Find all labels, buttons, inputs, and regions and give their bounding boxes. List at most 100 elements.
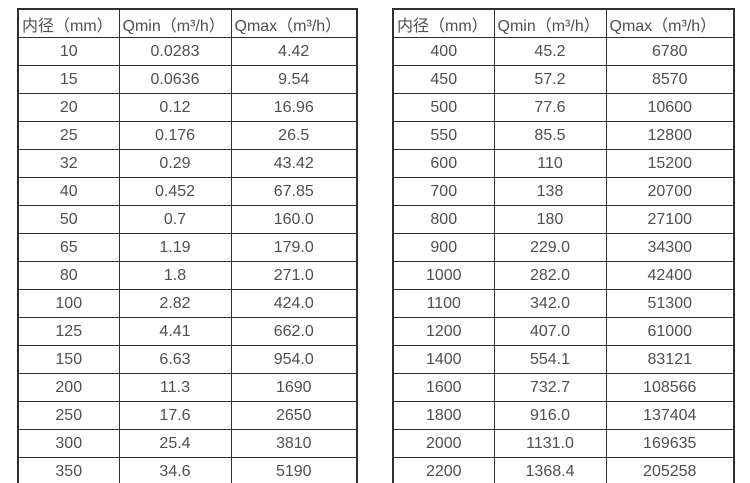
table-row: 40 0.452 67.85: [17, 177, 358, 206]
table-row: 800 180 27100: [392, 205, 735, 234]
table-cell: 2200: [392, 457, 495, 483]
table-cell: 1.19: [118, 233, 232, 262]
table-row: 500 77.6 10600: [392, 93, 735, 122]
table-cell: 25.4: [118, 429, 232, 458]
table-cell: 700: [392, 177, 495, 206]
table-cell: 0.29: [118, 149, 232, 178]
table-cell: 300: [17, 429, 120, 458]
table-cell: 1131.0: [493, 429, 607, 458]
table-row: 1400 554.1 83121: [392, 345, 735, 374]
table-row: 300 25.4 3810: [17, 429, 358, 458]
table-cell: 179.0: [230, 233, 358, 262]
table-cell: 137404: [605, 401, 735, 430]
table-cell: 732.7: [493, 373, 607, 402]
table-cell: 108566: [605, 373, 735, 402]
table-cell: 4.42: [230, 37, 358, 66]
table-row: 125 4.41 662.0: [17, 317, 358, 346]
table-cell: 350: [17, 457, 120, 483]
table-cell: 450: [392, 65, 495, 94]
table-row: 150 6.63 954.0: [17, 345, 358, 374]
table-cell: 0.7: [118, 205, 232, 234]
table-row: 80 1.8 271.0: [17, 261, 358, 290]
table-cell: 6.63: [118, 345, 232, 374]
table-cell: 1600: [392, 373, 495, 402]
table-cell: 800: [392, 205, 495, 234]
table-cell: 1000: [392, 261, 495, 290]
table-cell: 50: [17, 205, 120, 234]
table-cell: 1368.4: [493, 457, 607, 483]
table-cell: 662.0: [230, 317, 358, 346]
table-cell: 554.1: [493, 345, 607, 374]
table-cell: 2000: [392, 429, 495, 458]
table-cell: 205258: [605, 457, 735, 483]
header-inner-diameter: 内径（mm）: [392, 8, 495, 38]
table-cell: 550: [392, 121, 495, 150]
table-cell: 12800: [605, 121, 735, 150]
table-row: 1100 342.0 51300: [392, 289, 735, 318]
table-cell: 83121: [605, 345, 735, 374]
table-cell: 6780: [605, 37, 735, 66]
table-row: 2200 1368.4 205258: [392, 457, 735, 483]
table-cell: 229.0: [493, 233, 607, 262]
table-row: 20 0.12 16.96: [17, 93, 358, 122]
table-cell: 32: [17, 149, 120, 178]
table-cell: 150: [17, 345, 120, 374]
table-cell: 77.6: [493, 93, 607, 122]
table-cell: 15200: [605, 149, 735, 178]
table-cell: 8570: [605, 65, 735, 94]
table-cell: 180: [493, 205, 607, 234]
table-cell: 160.0: [230, 205, 358, 234]
table-cell: 400: [392, 37, 495, 66]
table-cell: 61000: [605, 317, 735, 346]
table-cell: 200: [17, 373, 120, 402]
table-header-row: 内径（mm） Qmin（m³/h） Qmax（m³/h）: [17, 8, 358, 38]
table-row: 700 138 20700: [392, 177, 735, 206]
table-cell: 80: [17, 261, 120, 290]
table-row: 900 229.0 34300: [392, 233, 735, 262]
table-row: 400 45.2 6780: [392, 37, 735, 66]
table-cell: 954.0: [230, 345, 358, 374]
table-cell: 43.42: [230, 149, 358, 178]
table-row: 10 0.0283 4.42: [17, 37, 358, 66]
table-row: 2000 1131.0 169635: [392, 429, 735, 458]
table-cell: 26.5: [230, 121, 358, 150]
table-cell: 600: [392, 149, 495, 178]
table-cell: 0.176: [118, 121, 232, 150]
table-cell: 20: [17, 93, 120, 122]
table-row: 200 11.3 1690: [17, 373, 358, 402]
table-cell: 0.0636: [118, 65, 232, 94]
table-cell: 1100: [392, 289, 495, 318]
table-cell: 169635: [605, 429, 735, 458]
table-cell: 45.2: [493, 37, 607, 66]
table-cell: 3810: [230, 429, 358, 458]
table-row: 250 17.6 2650: [17, 401, 358, 430]
table-row: 100 2.82 424.0: [17, 289, 358, 318]
table-cell: 57.2: [493, 65, 607, 94]
table-row: 65 1.19 179.0: [17, 233, 358, 262]
table-cell: 15: [17, 65, 120, 94]
table-cell: 17.6: [118, 401, 232, 430]
table-row: 1800 916.0 137404: [392, 401, 735, 430]
table-cell: 85.5: [493, 121, 607, 150]
table-cell: 342.0: [493, 289, 607, 318]
table-cell: 1800: [392, 401, 495, 430]
table-cell: 11.3: [118, 373, 232, 402]
table-cell: 10600: [605, 93, 735, 122]
table-cell: 0.0283: [118, 37, 232, 66]
table-cell: 250: [17, 401, 120, 430]
header-inner-diameter: 内径（mm）: [17, 8, 120, 38]
table-cell: 1400: [392, 345, 495, 374]
table-cell: 271.0: [230, 261, 358, 290]
table-row: 25 0.176 26.5: [17, 121, 358, 150]
table-cell: 100: [17, 289, 120, 318]
header-qmax: Qmax（m³/h）: [230, 8, 358, 38]
table-header-row: 内径（mm） Qmin（m³/h） Qmax（m³/h）: [392, 8, 735, 38]
table-cell: 1690: [230, 373, 358, 402]
table-cell: 4.41: [118, 317, 232, 346]
table-cell: 0.12: [118, 93, 232, 122]
table-row: 1600 732.7 108566: [392, 373, 735, 402]
table-cell: 65: [17, 233, 120, 262]
table-cell: 25: [17, 121, 120, 150]
table-cell: 67.85: [230, 177, 358, 206]
